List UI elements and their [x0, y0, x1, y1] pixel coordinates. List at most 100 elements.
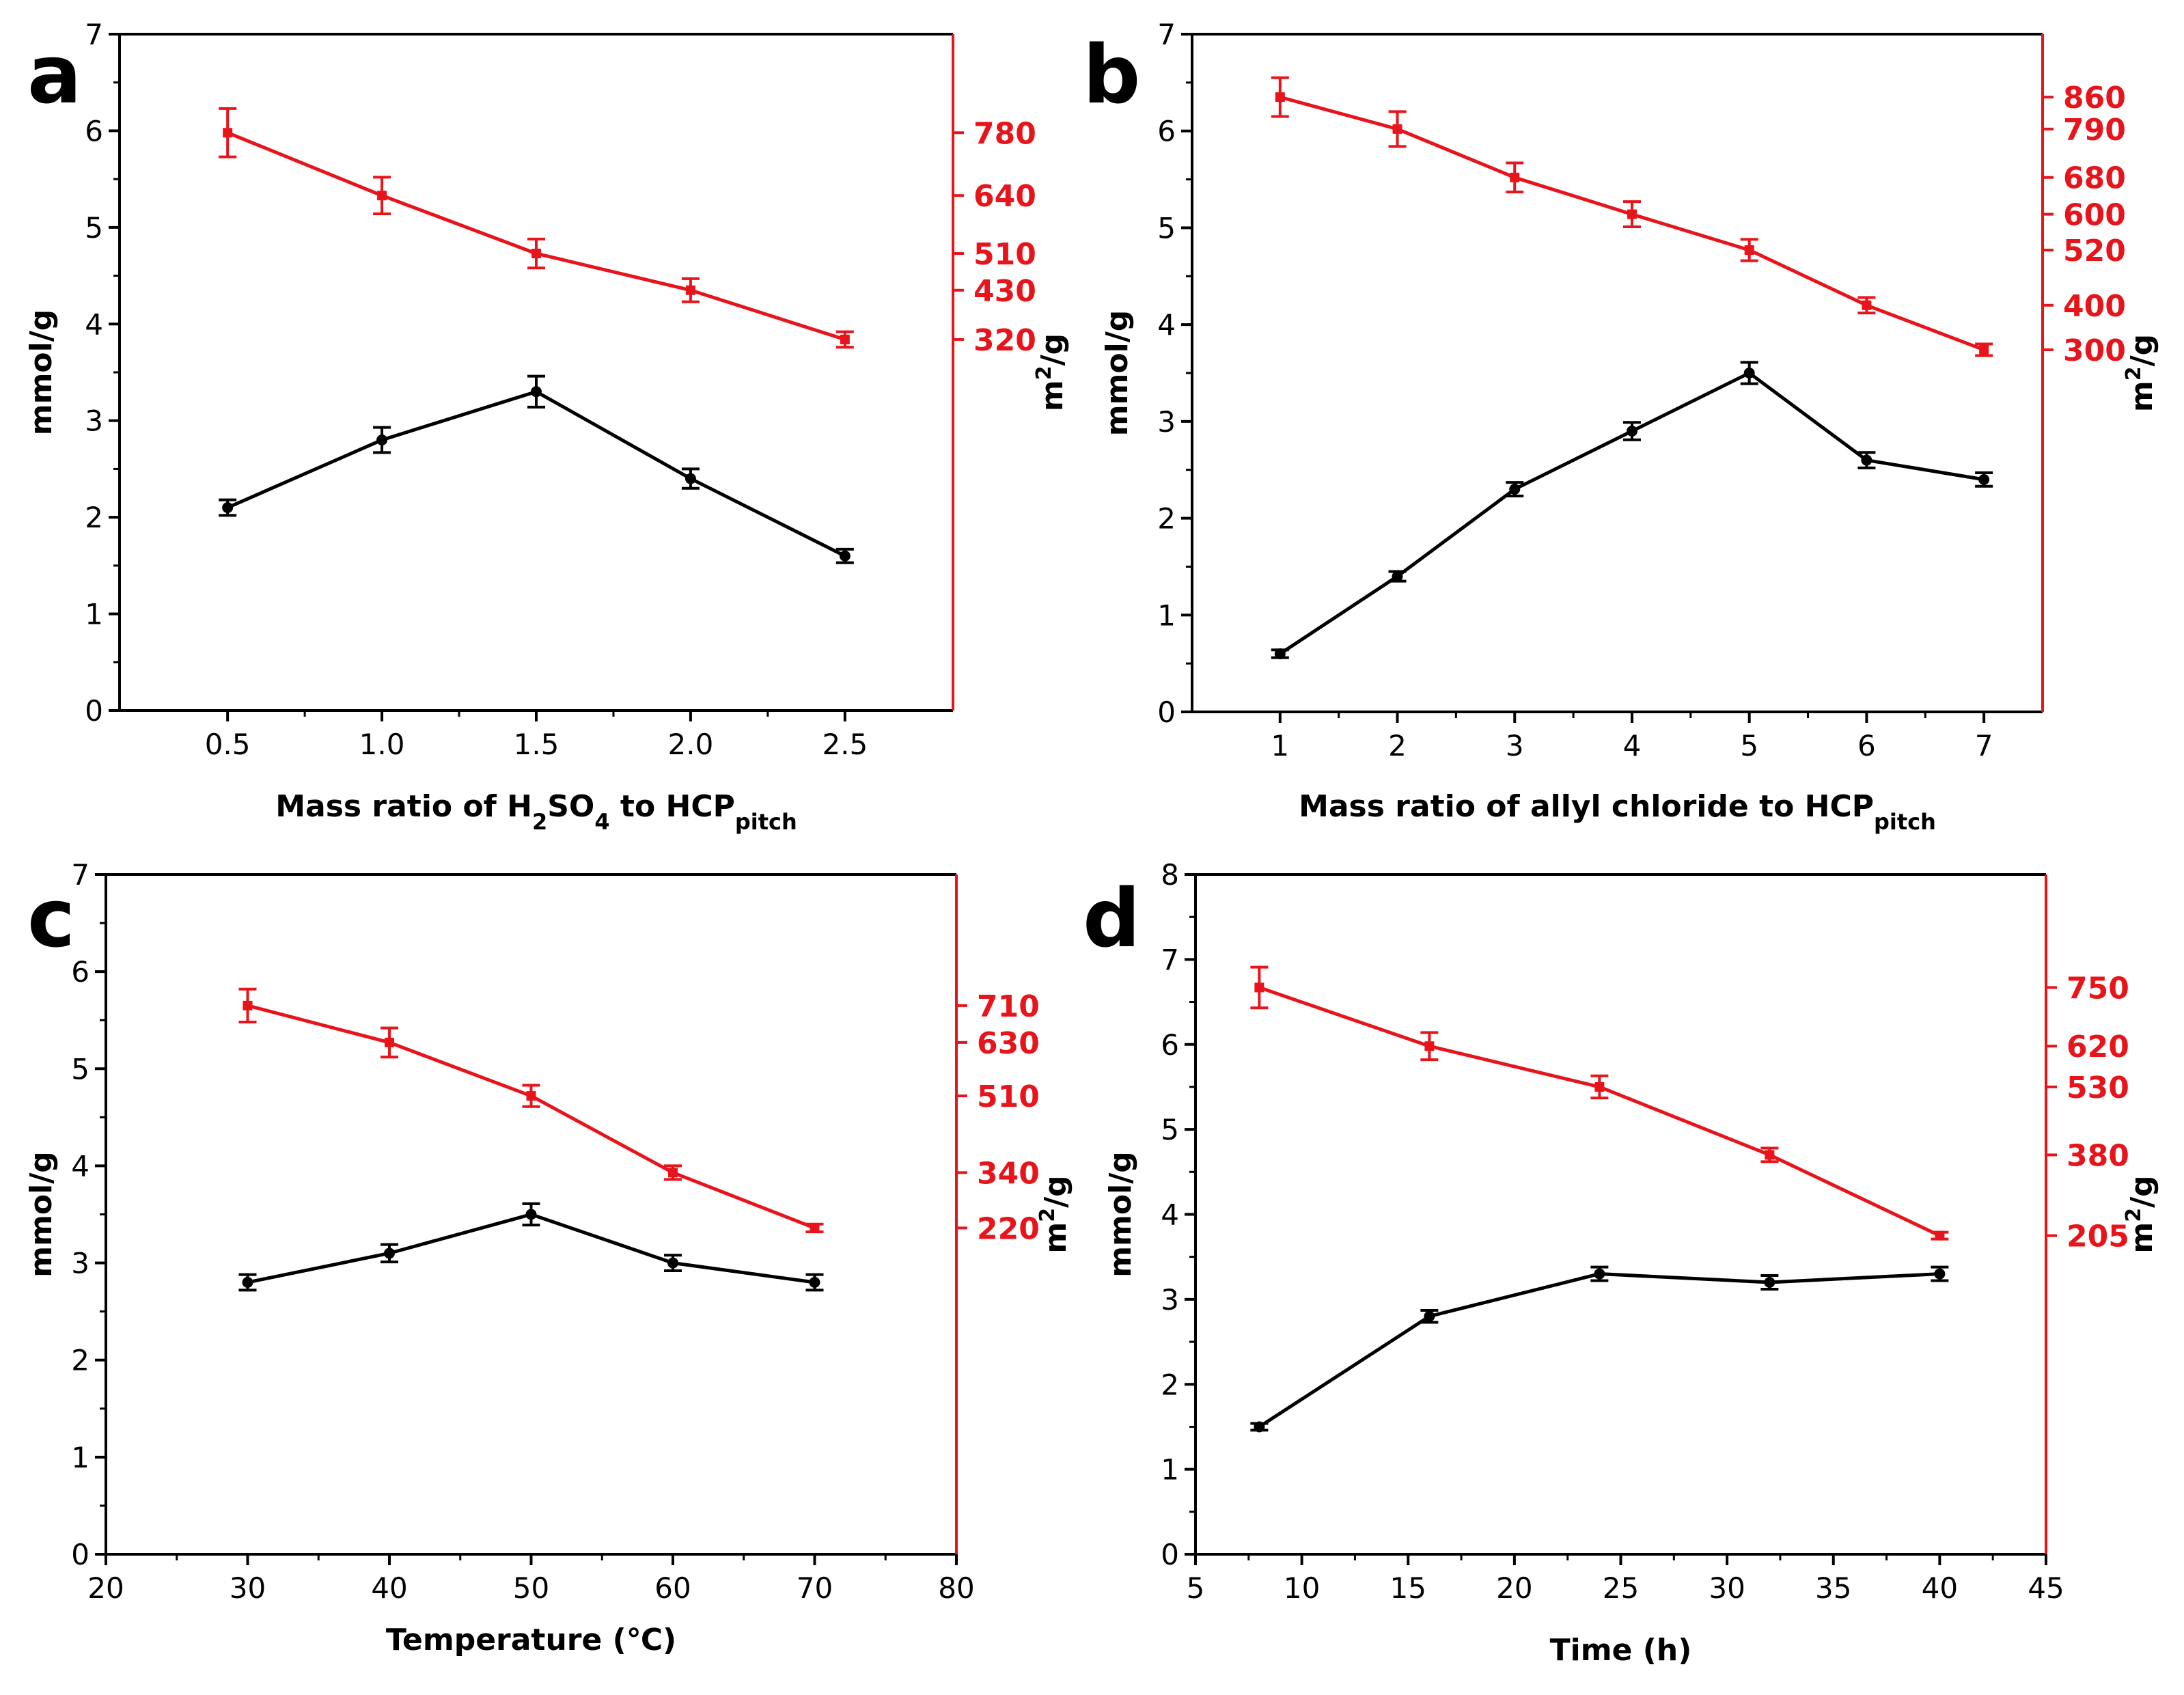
data-point — [1594, 1268, 1605, 1280]
series-line-surface-area — [227, 130, 846, 342]
data-point — [1627, 209, 1637, 219]
x-axis-label-part: pitch — [1874, 809, 1936, 835]
y-tick-label: 6 — [71, 955, 89, 989]
x-axis-label: Mass ratio of allyl chloride to HCPpitch — [1299, 789, 1936, 835]
y2-axis-label-base: m — [2125, 1222, 2159, 1254]
y2-axis-label-sup: 2 — [2122, 1208, 2146, 1222]
x-axis-label-part: SO — [547, 789, 594, 824]
y2-axis-label-sup: 2 — [1036, 1208, 1060, 1222]
x-tick-label: 70 — [797, 1571, 833, 1605]
x-tick-label: 40 — [371, 1571, 407, 1605]
y2-tick-label: 530 — [2066, 1071, 2129, 1105]
x-axis-label-part: 2 — [532, 809, 547, 835]
data-point — [1274, 648, 1286, 659]
x-axis-label-part: 4 — [594, 809, 609, 835]
y2-tick-label: 860 — [2063, 81, 2126, 115]
y-tick-label: 1 — [85, 598, 103, 631]
y2-tick-label: 430 — [973, 274, 1036, 309]
x-tick-label: 2 — [1388, 729, 1407, 762]
data-point — [810, 1223, 820, 1233]
x-tick-label: 80 — [938, 1571, 974, 1605]
data-point — [1764, 1277, 1775, 1288]
panel-letter: c — [27, 871, 75, 965]
x-tick-label: 10 — [1284, 1571, 1320, 1605]
y-tick-label: 1 — [1161, 1453, 1179, 1487]
x-axis-label-part: pitch — [735, 809, 797, 835]
y2-tick-label: 340 — [977, 1156, 1040, 1191]
y-tick-label: 3 — [1161, 1283, 1179, 1317]
y-tick-label: 6 — [1157, 115, 1176, 148]
x-tick-label: 45 — [2028, 1571, 2064, 1605]
y2-tick-label: 640 — [973, 179, 1036, 214]
y-axis-label: mmol/g — [24, 309, 59, 436]
x-tick-label: 20 — [87, 1571, 124, 1605]
y2-tick-label: 380 — [2066, 1138, 2129, 1173]
y2-axis-label-tail: /g — [1038, 1175, 1073, 1208]
y2-axis-label-tail: /g — [2125, 1175, 2159, 1208]
data-point — [1392, 124, 1402, 134]
y2-axis-label-sup: 2 — [2122, 366, 2146, 381]
y2-axis-label: m2/g — [2122, 334, 2160, 412]
data-point — [1275, 92, 1285, 102]
series-line-surface-area — [1258, 986, 1941, 1237]
data-point — [685, 473, 696, 484]
x-tick-label: 25 — [1603, 1571, 1639, 1605]
y-tick-label: 4 — [85, 307, 103, 341]
data-point — [1392, 570, 1403, 582]
y2-tick-label: 620 — [2066, 1030, 2129, 1064]
y-tick-label: 2 — [85, 501, 103, 534]
y-axis-label: mmol/g — [24, 1151, 59, 1278]
y-tick-label: 7 — [85, 18, 103, 51]
data-point — [809, 1277, 820, 1288]
data-point — [1509, 484, 1521, 495]
x-tick-label: 5 — [1187, 1571, 1205, 1605]
data-point — [1765, 1150, 1775, 1160]
y-tick-label: 0 — [71, 1538, 89, 1571]
data-point — [1934, 1268, 1946, 1280]
x-axis-label: Mass ratio of H2SO4 to HCPpitch — [275, 789, 797, 835]
data-point — [668, 1168, 678, 1178]
data-point — [1510, 172, 1520, 182]
data-point — [525, 1209, 537, 1220]
x-tick-label: 60 — [654, 1571, 691, 1605]
x-tick-label: 2.0 — [668, 728, 714, 761]
x-tick-label: 3 — [1506, 729, 1524, 762]
y-axis-label: mmol/g — [1103, 1151, 1138, 1278]
data-point — [1254, 982, 1264, 993]
x-tick-label: 7 — [1975, 729, 1993, 762]
y-tick-label: 1 — [1157, 598, 1176, 632]
y2-axis-label-sup: 2 — [1032, 366, 1056, 380]
x-tick-label: 2.5 — [822, 728, 868, 761]
data-point — [1594, 1081, 1605, 1092]
y2-axis-label-base: m — [2125, 381, 2159, 412]
data-point — [243, 1000, 253, 1010]
y2-tick-label: 600 — [2063, 198, 2126, 233]
y-tick-label: 0 — [1157, 695, 1176, 729]
x-tick-label: 4 — [1623, 729, 1642, 762]
y2-axis-label-base: m — [1038, 1222, 1073, 1254]
y2-tick-label: 510 — [973, 237, 1036, 272]
data-point — [384, 1248, 395, 1259]
x-axis-label-part: Temperature (℃) — [386, 1623, 676, 1657]
x-axis-label-part: Time (h) — [1550, 1633, 1692, 1668]
x-tick-label: 1 — [1271, 729, 1289, 762]
y2-axis-label-tail: /g — [2125, 334, 2159, 367]
y-tick-label: 4 — [1157, 308, 1176, 342]
x-tick-label: 20 — [1496, 1571, 1532, 1605]
x-tick-label: 15 — [1390, 1571, 1426, 1605]
y2-tick-label: 510 — [977, 1079, 1040, 1114]
x-axis-label: Temperature (℃) — [386, 1623, 676, 1657]
data-point — [385, 1037, 394, 1047]
y2-axis-label: m2/g — [1032, 333, 1070, 411]
y-tick-label: 7 — [1157, 18, 1176, 51]
data-point — [376, 435, 388, 445]
x-tick-label: 5 — [1740, 729, 1758, 762]
y2-tick-label: 300 — [2063, 333, 2126, 368]
y-tick-label: 3 — [85, 404, 103, 438]
data-point — [531, 249, 541, 259]
data-point — [1626, 426, 1637, 437]
